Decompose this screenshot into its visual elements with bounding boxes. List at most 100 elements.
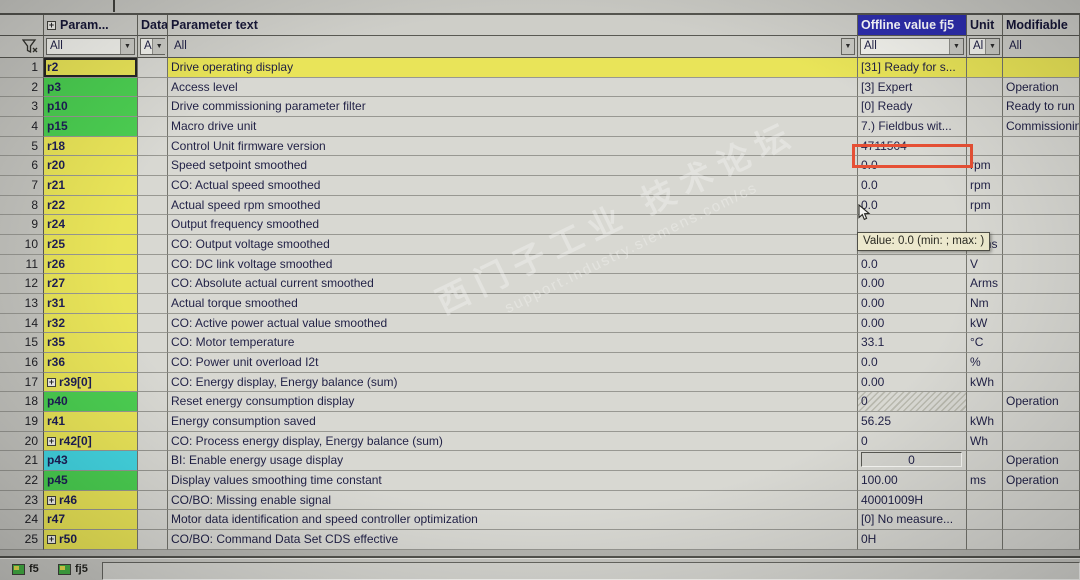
parameter-cell[interactable]: r18 (44, 136, 138, 157)
column-header-parameter-text[interactable]: Parameter text (168, 15, 858, 36)
parameter-cell[interactable]: r20 (44, 156, 138, 177)
row-number[interactable]: 19 (0, 412, 44, 432)
modifiable-cell[interactable]: Operation (1003, 471, 1080, 491)
modifiable-cell[interactable] (1003, 156, 1080, 177)
column-header-modifiable[interactable]: Modifiable (1003, 15, 1080, 36)
offline-value-cell[interactable]: 0 (858, 392, 967, 413)
row-number[interactable]: 20 (0, 431, 44, 452)
unit-cell[interactable]: Wh (967, 431, 1003, 452)
expand-icon[interactable] (47, 534, 56, 544)
unit-cell[interactable]: % (967, 353, 1003, 373)
parameter-cell[interactable]: r27 (44, 274, 138, 295)
parameter-cell[interactable]: r32 (44, 313, 138, 334)
row-number[interactable]: 18 (0, 392, 44, 413)
row-number[interactable]: 17 (0, 372, 44, 393)
column-header-unit[interactable]: Unit (967, 15, 1003, 36)
modifiable-cell[interactable]: Commissioning (1003, 117, 1080, 137)
parameter-text-cell[interactable]: BI: Enable energy usage display (168, 451, 858, 472)
unit-cell[interactable] (967, 117, 1003, 137)
data-cell[interactable] (138, 510, 168, 531)
parameter-text-cell[interactable]: CO/BO: Command Data Set CDS effective (168, 530, 858, 550)
parameter-text-cell[interactable]: CO: Output voltage smoothed (168, 235, 858, 255)
row-number[interactable]: 24 (0, 510, 44, 531)
data-cell[interactable] (138, 156, 168, 177)
unit-cell[interactable] (967, 510, 1003, 531)
data-cell[interactable] (138, 530, 168, 550)
chevron-down-icon[interactable]: ▼ (120, 39, 134, 54)
parameter-cell[interactable]: p15 (44, 117, 138, 137)
filter-modifiable-dropdown[interactable]: All (1005, 38, 1077, 55)
parameter-cell[interactable]: r50 (44, 530, 138, 550)
modifiable-cell[interactable] (1003, 412, 1080, 432)
filter-parameter-text-dropdown[interactable]: All ▼ (170, 38, 855, 55)
data-cell[interactable] (138, 353, 168, 373)
row-number[interactable]: 13 (0, 294, 44, 314)
unit-cell[interactable]: Arms (967, 274, 1003, 295)
parameter-cell[interactable]: p43 (44, 451, 138, 472)
row-number[interactable]: 3 (0, 97, 44, 118)
parameter-text-cell[interactable]: Control Unit firmware version (168, 136, 858, 157)
data-cell[interactable] (138, 333, 168, 354)
row-number[interactable]: 9 (0, 215, 44, 236)
chevron-down-icon[interactable]: ▼ (949, 39, 963, 54)
expand-icon[interactable] (47, 436, 56, 446)
data-cell[interactable] (138, 412, 168, 432)
unit-cell[interactable]: V (967, 254, 1003, 275)
data-cell[interactable] (138, 372, 168, 393)
modifiable-cell[interactable] (1003, 195, 1080, 216)
chevron-down-icon[interactable]: ▼ (985, 39, 999, 54)
modifiable-cell[interactable]: Operation (1003, 77, 1080, 98)
row-number[interactable]: 12 (0, 274, 44, 295)
parameter-text-cell[interactable]: CO: Actual speed smoothed (168, 176, 858, 196)
modifiable-cell[interactable]: Operation (1003, 392, 1080, 413)
modifiable-cell[interactable] (1003, 431, 1080, 452)
filter-unit-dropdown[interactable]: Al ▼ (969, 38, 1000, 55)
parameter-cell[interactable]: r24 (44, 215, 138, 236)
data-cell[interactable] (138, 490, 168, 511)
modifiable-cell[interactable] (1003, 58, 1080, 78)
data-cell[interactable] (138, 313, 168, 334)
modifiable-cell[interactable] (1003, 490, 1080, 511)
offline-value-cell[interactable]: 0.00 (858, 294, 967, 314)
data-cell[interactable] (138, 58, 168, 78)
unit-cell[interactable] (967, 392, 1003, 413)
data-cell[interactable] (138, 97, 168, 118)
modifiable-cell[interactable]: Operation (1003, 451, 1080, 472)
drive-object-tab-fj5[interactable]: fj5 (58, 563, 88, 575)
data-cell[interactable] (138, 235, 168, 255)
modifiable-cell[interactable] (1003, 215, 1080, 236)
parameter-text-cell[interactable]: Actual speed rpm smoothed (168, 195, 858, 216)
unit-cell[interactable]: ms (967, 471, 1003, 491)
unit-cell[interactable]: kW (967, 313, 1003, 334)
offline-value-cell[interactable]: 0 (858, 431, 967, 452)
row-number[interactable]: 11 (0, 254, 44, 275)
offline-value-cell[interactable]: [0] No measure... (858, 510, 967, 531)
row-number[interactable]: 21 (0, 451, 44, 472)
parameter-text-cell[interactable]: Actual torque smoothed (168, 294, 858, 314)
column-header-parameter[interactable]: Param... (44, 15, 138, 36)
parameter-cell[interactable]: p45 (44, 471, 138, 491)
modifiable-cell[interactable] (1003, 510, 1080, 531)
data-cell[interactable] (138, 451, 168, 472)
filter-offline-value-dropdown[interactable]: All ▼ (860, 38, 964, 55)
parameter-cell[interactable]: r22 (44, 195, 138, 216)
parameter-cell[interactable]: r26 (44, 254, 138, 275)
column-header-data[interactable]: Data (138, 15, 168, 36)
data-cell[interactable] (138, 274, 168, 295)
parameter-text-cell[interactable]: Output frequency smoothed (168, 215, 858, 236)
modifiable-cell[interactable] (1003, 274, 1080, 295)
parameter-text-cell[interactable]: CO: Power unit overload I2t (168, 353, 858, 373)
filter-parameter-dropdown[interactable]: All ▼ (46, 38, 135, 55)
row-number[interactable]: 22 (0, 471, 44, 491)
unit-cell[interactable] (967, 451, 1003, 472)
parameter-text-cell[interactable]: Motor data identification and speed cont… (168, 510, 858, 531)
unit-cell[interactable]: °C (967, 333, 1003, 354)
unit-cell[interactable] (967, 530, 1003, 550)
row-number[interactable]: 7 (0, 176, 44, 196)
offline-value-cell[interactable]: 100.00 (858, 471, 967, 491)
row-number[interactable]: 10 (0, 235, 44, 255)
parameter-text-cell[interactable]: CO: Process energy display, Energy balan… (168, 431, 858, 452)
parameter-cell[interactable]: p10 (44, 97, 138, 118)
chevron-down-icon[interactable]: ▼ (151, 39, 166, 54)
parameter-cell[interactable]: r41 (44, 412, 138, 432)
